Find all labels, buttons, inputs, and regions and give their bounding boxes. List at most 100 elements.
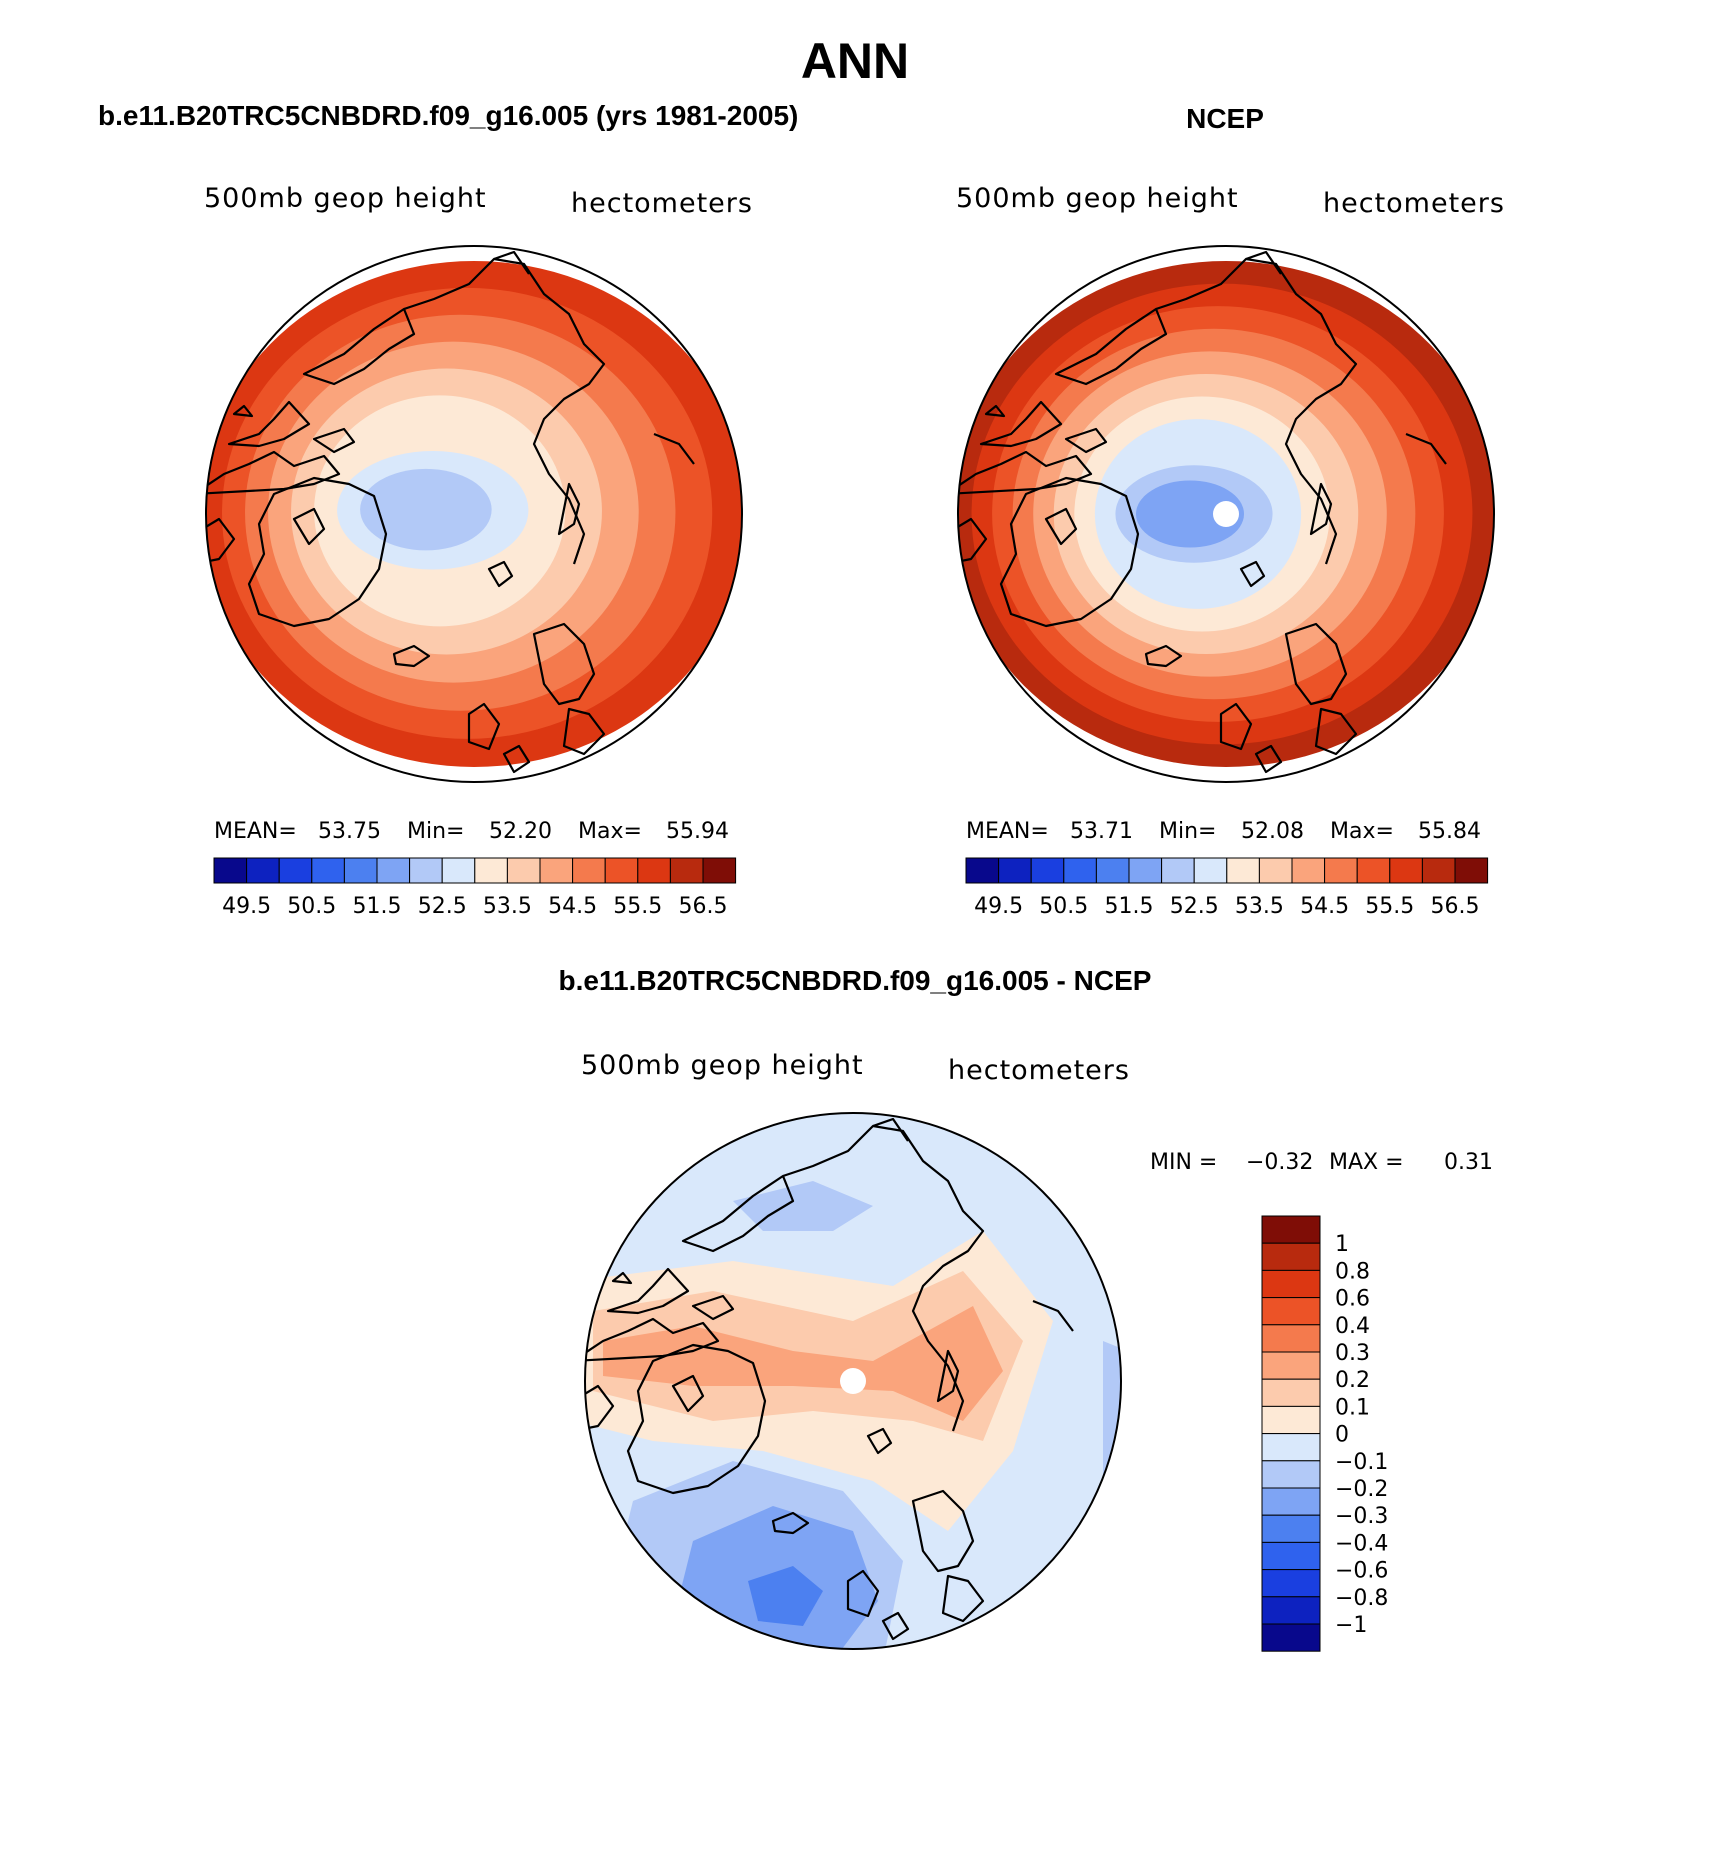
colorbar-box — [1226, 857, 1260, 884]
colorbar-tick-label: 52.5 — [418, 894, 467, 919]
stat-min-value: 52.08 — [1241, 819, 1304, 844]
colorbar-box — [1261, 1541, 1321, 1571]
stat-mean-value: 53.75 — [318, 819, 381, 844]
colorbar-tick-label: 0.1 — [1335, 1395, 1370, 1420]
colorbar-box — [1261, 1433, 1321, 1462]
colorbar-box — [965, 857, 1000, 884]
colorbar-box — [998, 857, 1032, 884]
panel-obs-variable: 500mb geop height — [956, 183, 1239, 214]
colorbar-box — [1261, 1514, 1321, 1543]
panel-diff-variable: 500mb geop height — [581, 1050, 864, 1081]
colorbar-tick-label: 0 — [1335, 1423, 1349, 1448]
colorbar-box — [669, 857, 704, 884]
colorbar-box — [213, 857, 248, 884]
colorbar-box — [1261, 1487, 1321, 1516]
colorbar-box — [1261, 1297, 1321, 1326]
colorbar-box — [1030, 857, 1065, 884]
colorbar-box — [637, 857, 671, 884]
colorbar-box — [1261, 1596, 1321, 1625]
panel-model-title: b.e11.B20TRC5CNBDRD.f09_g16.005 (yrs 198… — [98, 100, 798, 131]
colorbar-tick-label: 56.5 — [1431, 894, 1480, 919]
colorbar-tick-label: 0.2 — [1335, 1368, 1370, 1393]
stats-obs: MEAN= 53.71 Min= 52.08 Max= 55.84 — [966, 819, 1481, 844]
colorbar-tick-label: 0.8 — [1335, 1259, 1370, 1284]
colorbar-tick-label: 1 — [1335, 1232, 1349, 1257]
colorbar-tick-label: 53.5 — [1235, 894, 1284, 919]
stats-diff: MIN = −0.32 MAX = 0.31 — [1150, 1150, 1493, 1175]
colorbar-box — [441, 857, 476, 884]
colorbar-box — [506, 857, 541, 884]
colorbar-box — [1291, 857, 1326, 884]
colorbar-box — [343, 857, 378, 884]
colorbar-box — [1356, 857, 1391, 884]
field-anomaly — [603, 1306, 1003, 1421]
colorbar-tick-label: 50.5 — [1039, 894, 1088, 919]
panel-diff-title: b.e11.B20TRC5CNBDRD.f09_g16.005 - NCEP — [559, 965, 1152, 996]
figure-title: ANN — [801, 33, 909, 89]
colorbar-tick-label: 52.5 — [1170, 894, 1219, 919]
colorbar-tick-label: 0.6 — [1335, 1287, 1370, 1312]
colorbar-tick-label: −0.3 — [1335, 1504, 1388, 1529]
colorbar-tick-label: 55.5 — [1365, 894, 1414, 919]
colorbar-box — [1261, 1378, 1321, 1407]
colorbar-box — [278, 857, 313, 884]
field-band — [360, 468, 492, 551]
colorbar-diff: 10.8 0.60.40.30.20.1 0−0.1−0.2−0.3−0.4 −0.6… — [1261, 1215, 1388, 1652]
colorbar-box — [1261, 1324, 1321, 1353]
colorbar-box — [246, 857, 280, 884]
colorbar-box — [1063, 857, 1097, 884]
colorbar-tick-label: 53.5 — [483, 894, 532, 919]
stat-mean-value: 53.71 — [1070, 819, 1133, 844]
stat-min-value: 52.20 — [489, 819, 552, 844]
stat-mean-label: MEAN= — [214, 819, 297, 844]
colorbar-tick-label: 56.5 — [679, 894, 728, 919]
colorbar-box — [539, 857, 574, 884]
colorbar-tick-label: 49.5 — [974, 894, 1023, 919]
colorbar-box — [702, 857, 737, 884]
map-obs — [957, 245, 1495, 783]
colorbar-model: 49.5 50.5 51.5 52.5 53.5 54.5 55.5 56.5 — [213, 857, 737, 919]
stat-min-label: Min= — [407, 819, 464, 844]
colorbar-tick-label: 50.5 — [287, 894, 336, 919]
panel-model-variable: 500mb geop height — [204, 183, 487, 214]
colorbar-box — [604, 857, 639, 884]
stat-min-value: −0.32 — [1246, 1150, 1313, 1175]
stat-min-label: Min= — [1159, 819, 1216, 844]
colorbar-tick-label: 49.5 — [222, 894, 271, 919]
colorbar-box — [1261, 1569, 1321, 1598]
stat-max-value: 0.31 — [1444, 1150, 1493, 1175]
colorbar-box — [1261, 1460, 1321, 1489]
colorbar-tick-label: 51.5 — [353, 894, 402, 919]
colorbar-box — [1095, 857, 1130, 884]
colorbar-box — [1324, 857, 1358, 884]
panel-model-units: hectometers — [571, 188, 753, 219]
colorbar-box — [1421, 857, 1456, 884]
colorbar-box — [409, 857, 443, 884]
colorbar-box — [1128, 857, 1163, 884]
pole-marker — [1213, 501, 1239, 527]
colorbar-tick-label: −0.4 — [1335, 1531, 1388, 1556]
colorbar-box — [1261, 1269, 1321, 1299]
colorbar-box — [1193, 857, 1228, 884]
field-anomaly — [1103, 1341, 1121, 1501]
colorbar-box — [1261, 1405, 1321, 1435]
panel-diff-units: hectometers — [948, 1055, 1130, 1086]
colorbar-box — [1161, 857, 1195, 884]
colorbar-tick-label: 0.3 — [1335, 1341, 1370, 1366]
colorbar-tick-label: 51.5 — [1105, 894, 1154, 919]
panel-obs-units: hectometers — [1323, 188, 1505, 219]
stat-max-label: Max= — [1330, 819, 1394, 844]
map-model — [205, 245, 743, 783]
stat-max-label: Max= — [578, 819, 642, 844]
colorbar-box — [474, 857, 508, 884]
field-anomaly — [733, 1181, 873, 1231]
colorbar-tick-label: −0.1 — [1335, 1450, 1388, 1475]
pole-marker — [840, 1368, 866, 1394]
stat-max-value: 55.94 — [666, 819, 729, 844]
colorbar-tick-label: 0.4 — [1335, 1314, 1370, 1339]
colorbar-tick-label: −0.6 — [1335, 1559, 1388, 1584]
panel-obs-title: NCEP — [1186, 103, 1264, 134]
stat-max-label: MAX = — [1329, 1150, 1404, 1175]
colorbar-box — [1261, 1215, 1321, 1244]
colorbar-box — [1258, 857, 1293, 884]
